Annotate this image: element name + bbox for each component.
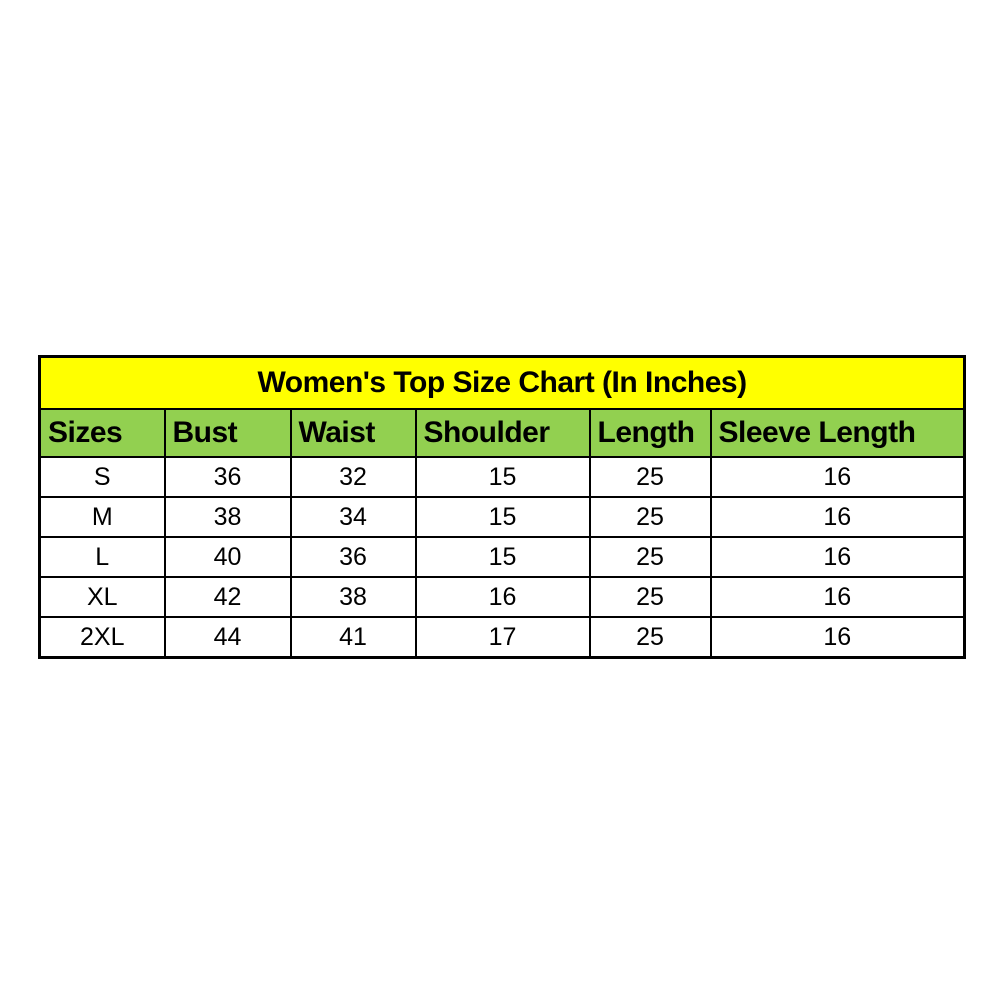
measurement-cell: 16	[709, 536, 966, 578]
table-row: M 38 34 15 25 16	[38, 496, 966, 538]
measurement-cell: 16	[709, 616, 966, 659]
size-cell: M	[38, 496, 166, 538]
table-row: S 36 32 15 25 16	[38, 456, 966, 498]
size-chart-container: Women's Top Size Chart (In Inches) Sizes…	[38, 355, 967, 659]
table-title: Women's Top Size Chart (In Inches)	[38, 355, 966, 410]
measurement-cell: 32	[289, 456, 417, 498]
size-cell: 2XL	[38, 616, 166, 659]
column-header-5: Sleeve Length	[709, 408, 966, 458]
table-row: 2XL 44 41 17 25 16	[38, 616, 966, 659]
table-title-row: Women's Top Size Chart (In Inches)	[38, 355, 966, 410]
measurement-cell: 25	[588, 576, 712, 618]
table-header-row: Sizes Bust Waist Shoulder Length Sleeve Lengt…	[38, 408, 966, 458]
measurement-cell: 16	[709, 496, 966, 538]
measurement-cell: 42	[163, 576, 292, 618]
size-chart-table: Women's Top Size Chart (In Inches) Sizes…	[38, 355, 967, 659]
measurement-cell: 15	[414, 496, 591, 538]
measurement-cell: 25	[588, 456, 712, 498]
column-header-3: Shoulder	[414, 408, 591, 458]
measurement-cell: 36	[163, 456, 292, 498]
measurement-cell: 34	[289, 496, 417, 538]
measurement-cell: 38	[163, 496, 292, 538]
column-header-1: Bust	[163, 408, 292, 458]
measurement-cell: 38	[289, 576, 417, 618]
measurement-cell: 25	[588, 536, 712, 578]
measurement-cell: 25	[588, 496, 712, 538]
measurement-cell: 15	[414, 536, 591, 578]
measurement-cell: 17	[414, 616, 591, 659]
measurement-cell: 16	[414, 576, 591, 618]
measurement-cell: 16	[709, 576, 966, 618]
table-row: L 40 36 15 25 16	[38, 536, 966, 578]
measurement-cell: 25	[588, 616, 712, 659]
size-cell: XL	[38, 576, 166, 618]
measurement-cell: 36	[289, 536, 417, 578]
size-cell: L	[38, 536, 166, 578]
table-row: XL 42 38 16 25 16	[38, 576, 966, 618]
measurement-cell: 15	[414, 456, 591, 498]
column-header-2: Waist	[289, 408, 417, 458]
size-cell: S	[38, 456, 166, 498]
measurement-cell: 16	[709, 456, 966, 498]
column-header-4: Length	[588, 408, 712, 458]
column-header-0: Sizes	[38, 408, 166, 458]
measurement-cell: 41	[289, 616, 417, 659]
measurement-cell: 44	[163, 616, 292, 659]
measurement-cell: 40	[163, 536, 292, 578]
